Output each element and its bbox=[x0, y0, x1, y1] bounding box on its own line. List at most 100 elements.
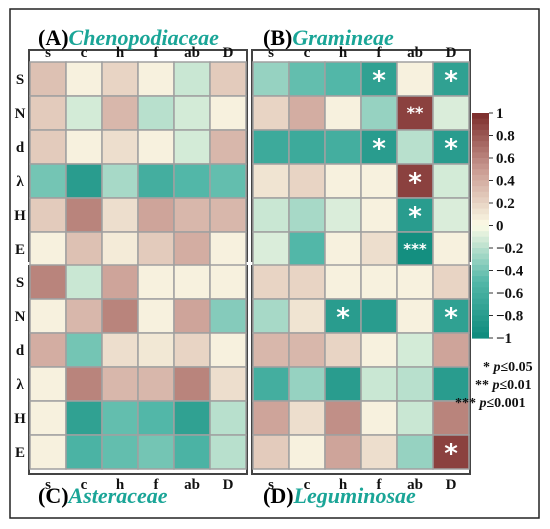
heatmap-cell bbox=[252, 197, 290, 233]
heatmap-cell bbox=[65, 197, 103, 233]
heatmap-cell bbox=[173, 298, 211, 334]
heatmap-cell bbox=[65, 298, 103, 334]
significance-star: *** bbox=[403, 240, 427, 258]
heatmap-cell bbox=[324, 400, 362, 436]
heatmap-cell bbox=[432, 434, 470, 470]
sig-p-1: p bbox=[493, 360, 501, 375]
heatmap-cell bbox=[252, 434, 290, 470]
heatmap-cell bbox=[173, 129, 211, 165]
colorbar-band bbox=[472, 231, 489, 238]
colorbar-band bbox=[472, 197, 489, 204]
heatmap-cell bbox=[137, 366, 175, 402]
row-label: E bbox=[15, 242, 25, 258]
significance-star: * bbox=[408, 202, 422, 232]
heatmap-cell bbox=[432, 231, 470, 267]
row-label: d bbox=[16, 343, 25, 359]
colorbar-band bbox=[472, 113, 489, 120]
heatmap-cell bbox=[137, 129, 175, 165]
heatmap-cell bbox=[65, 61, 103, 97]
heatmap-cell bbox=[173, 197, 211, 233]
panel-label-c: (C) bbox=[38, 483, 69, 508]
heatmap-cell bbox=[252, 163, 290, 199]
heatmap-cell bbox=[209, 197, 247, 233]
panel-title-a: (A)Chenopodiaceae bbox=[38, 25, 219, 50]
column-label: s bbox=[268, 45, 274, 61]
heatmap-cell bbox=[252, 129, 290, 165]
heatmap-cell bbox=[101, 61, 139, 97]
heatmap-cell bbox=[288, 61, 326, 97]
heatmap-cell bbox=[173, 332, 211, 368]
colorbar-band bbox=[472, 236, 489, 243]
heatmap-cell bbox=[65, 231, 103, 267]
panel-family-a: Chenopodiaceae bbox=[69, 25, 220, 50]
colorbar-band bbox=[472, 287, 489, 294]
colorbar-band bbox=[472, 259, 489, 266]
column-label: ab bbox=[407, 45, 423, 61]
heatmap-cell bbox=[288, 163, 326, 199]
colorbar-band bbox=[472, 214, 489, 221]
heatmap-cell bbox=[173, 366, 211, 402]
colorbar-band bbox=[472, 208, 489, 215]
heatmap-cell bbox=[137, 332, 175, 368]
heatmap-cell bbox=[396, 231, 434, 267]
colorbar-band bbox=[472, 264, 489, 272]
heatmap-cell bbox=[288, 197, 326, 233]
heatmap-cell bbox=[137, 434, 175, 470]
panel-label-b: (B) bbox=[263, 25, 292, 50]
row-label: N bbox=[15, 106, 26, 122]
sig-text-2: ≤0.01 bbox=[500, 378, 532, 393]
colorbar-band bbox=[472, 152, 489, 159]
heatmap-cell bbox=[209, 61, 247, 97]
heatmap-cell bbox=[396, 264, 434, 300]
heatmap-cell bbox=[173, 264, 211, 300]
significance-star: * bbox=[336, 303, 350, 333]
heatmap-cell bbox=[137, 264, 175, 300]
column-label: h bbox=[116, 45, 125, 61]
column-label: f bbox=[154, 477, 160, 493]
heatmap-cell bbox=[209, 298, 247, 334]
significance-stars: * **** ******* ** bbox=[336, 66, 458, 469]
significance-star: * bbox=[444, 66, 458, 96]
panel-family-c: Asteraceae bbox=[67, 483, 168, 508]
colorbar-band bbox=[472, 203, 489, 210]
row-label: E bbox=[15, 445, 25, 461]
heatmap-cell bbox=[396, 129, 434, 165]
colorbar-band bbox=[472, 332, 489, 339]
colorbar-tick-label: 0.6 bbox=[496, 151, 515, 167]
heatmap-cell bbox=[324, 231, 362, 267]
heatmap-cells bbox=[29, 61, 470, 470]
significance-star: * bbox=[444, 439, 458, 469]
heatmap-cell bbox=[360, 264, 398, 300]
colorbar-band bbox=[472, 248, 489, 255]
colorbar-band bbox=[472, 315, 489, 322]
heatmap-cell bbox=[432, 366, 470, 402]
sig-text-3: ≤0.001 bbox=[487, 396, 526, 411]
colorbar-band bbox=[472, 304, 489, 311]
heatmap-cell bbox=[101, 231, 139, 267]
significance-star: * bbox=[372, 134, 386, 164]
colorbar-band bbox=[472, 174, 489, 182]
colorbar-band bbox=[472, 281, 489, 288]
heatmap-cell bbox=[29, 231, 67, 267]
colorbar-band bbox=[472, 191, 489, 198]
panel-title-c: (C)Asteraceae bbox=[38, 483, 168, 508]
heatmap-cell bbox=[29, 197, 67, 233]
heatmap-cell bbox=[288, 231, 326, 267]
heatmap-cell bbox=[65, 163, 103, 199]
heatmap-cell bbox=[173, 400, 211, 436]
column-label: c bbox=[81, 45, 88, 61]
heatmap-cell bbox=[209, 163, 247, 199]
heatmap-cell bbox=[288, 298, 326, 334]
heatmap-cell bbox=[209, 434, 247, 470]
heatmap-cell bbox=[360, 434, 398, 470]
row-label: H bbox=[14, 411, 26, 427]
column-label: h bbox=[339, 45, 348, 61]
column-label: ab bbox=[184, 45, 200, 61]
column-label: h bbox=[339, 477, 348, 493]
colorbar-tick-label: −0.4 bbox=[496, 264, 524, 280]
heatmap-cell bbox=[29, 366, 67, 402]
heatmap-cell bbox=[252, 95, 290, 131]
heatmap-cell bbox=[29, 163, 67, 199]
heatmap-cell bbox=[396, 366, 434, 402]
